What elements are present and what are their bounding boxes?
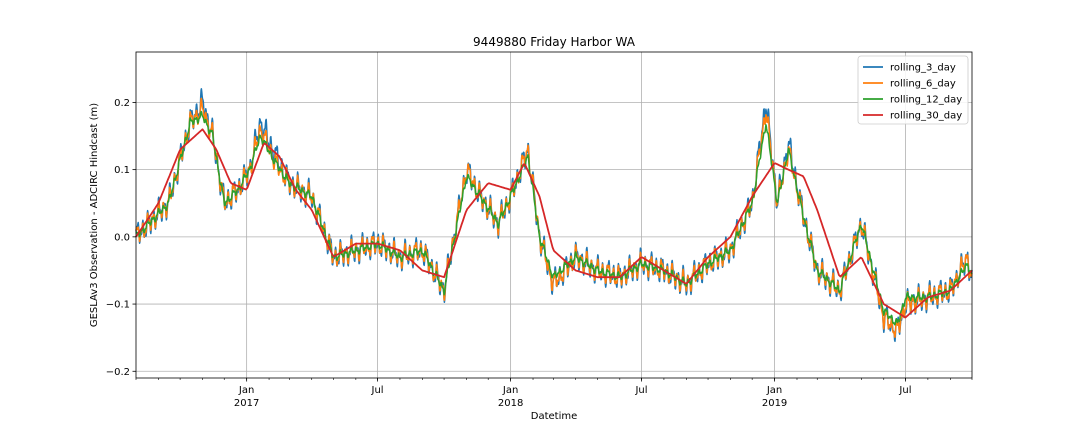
x-tick-label: Jul — [898, 385, 911, 396]
y-axis-label: GESLAv3 Observation - ADCIRC Hindcast (m… — [89, 103, 100, 327]
legend: rolling_3_day rolling_6_day rolling_12_day… — [857, 55, 969, 125]
grid — [136, 52, 972, 378]
y-tick-label: 0.1 — [114, 165, 130, 176]
y-tick-label: 0.2 — [114, 98, 130, 109]
legend-label-rolling-6-day: rolling_6_day — [890, 79, 956, 90]
x-tick-label: Jan — [238, 385, 254, 396]
legend-box — [857, 55, 969, 125]
x-tick-label: Jan — [766, 385, 782, 396]
x-tick-year-label: 2017 — [234, 398, 259, 409]
axes-frame — [135, 51, 973, 379]
series-line-rolling-6-day — [135, 97, 973, 338]
y-tick-label: −0.2 — [106, 367, 130, 378]
series-line-rolling-12-day — [135, 110, 973, 326]
series-lines — [135, 88, 973, 343]
y-axis-ticks: −0.2 −0.1 0.0 0.1 0.2 — [106, 98, 136, 378]
x-tick-label: Jul — [634, 385, 647, 396]
x-tick-year-label: 2018 — [498, 398, 523, 409]
y-tick-label: 0.0 — [114, 232, 130, 243]
x-tick-label: Jan — [502, 385, 518, 396]
legend-label-rolling-3-day: rolling_3_day — [890, 63, 956, 74]
x-tick-year-label: 2019 — [762, 398, 787, 409]
x-axis-label: Datetime — [531, 411, 578, 422]
chart-title: 9449880 Friday Harbor WA — [473, 35, 636, 49]
legend-label-rolling-12-day: rolling_12_day — [890, 95, 962, 106]
x-axis-ticks: Jan 2017 Jul Jan 2018 Jul Jan 2019 Jul — [135, 378, 973, 409]
y-tick-label: −0.1 — [106, 300, 130, 311]
legend-label-rolling-30-day: rolling_30_day — [890, 111, 962, 122]
series-line-rolling-30-day — [135, 128, 973, 319]
x-tick-label: Jul — [371, 385, 384, 396]
